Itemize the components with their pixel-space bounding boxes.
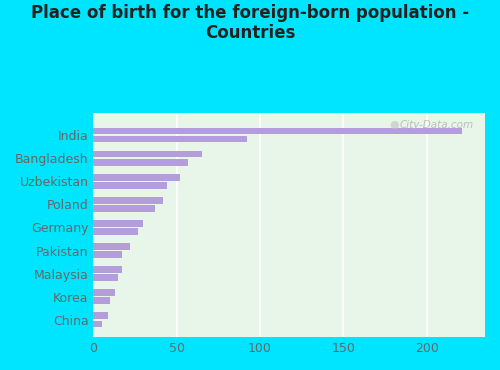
- Bar: [94, 320, 102, 327]
- Bar: [94, 251, 122, 258]
- Bar: [94, 151, 202, 158]
- Bar: [94, 228, 138, 235]
- Bar: [94, 243, 130, 250]
- Bar: [94, 220, 144, 227]
- Bar: [94, 289, 115, 296]
- Text: Place of birth for the foreign-born population -
Countries: Place of birth for the foreign-born popu…: [31, 4, 469, 43]
- Text: City-Data.com: City-Data.com: [399, 120, 473, 130]
- Bar: [94, 136, 247, 142]
- Bar: [94, 197, 164, 204]
- Bar: [94, 312, 108, 319]
- Bar: [94, 205, 155, 212]
- Bar: [94, 182, 167, 189]
- Bar: [94, 128, 462, 134]
- Bar: [94, 266, 122, 273]
- Bar: [94, 275, 118, 281]
- Bar: [94, 159, 188, 165]
- Text: ●: ●: [389, 120, 399, 130]
- Bar: [94, 297, 110, 304]
- Bar: [94, 174, 180, 181]
